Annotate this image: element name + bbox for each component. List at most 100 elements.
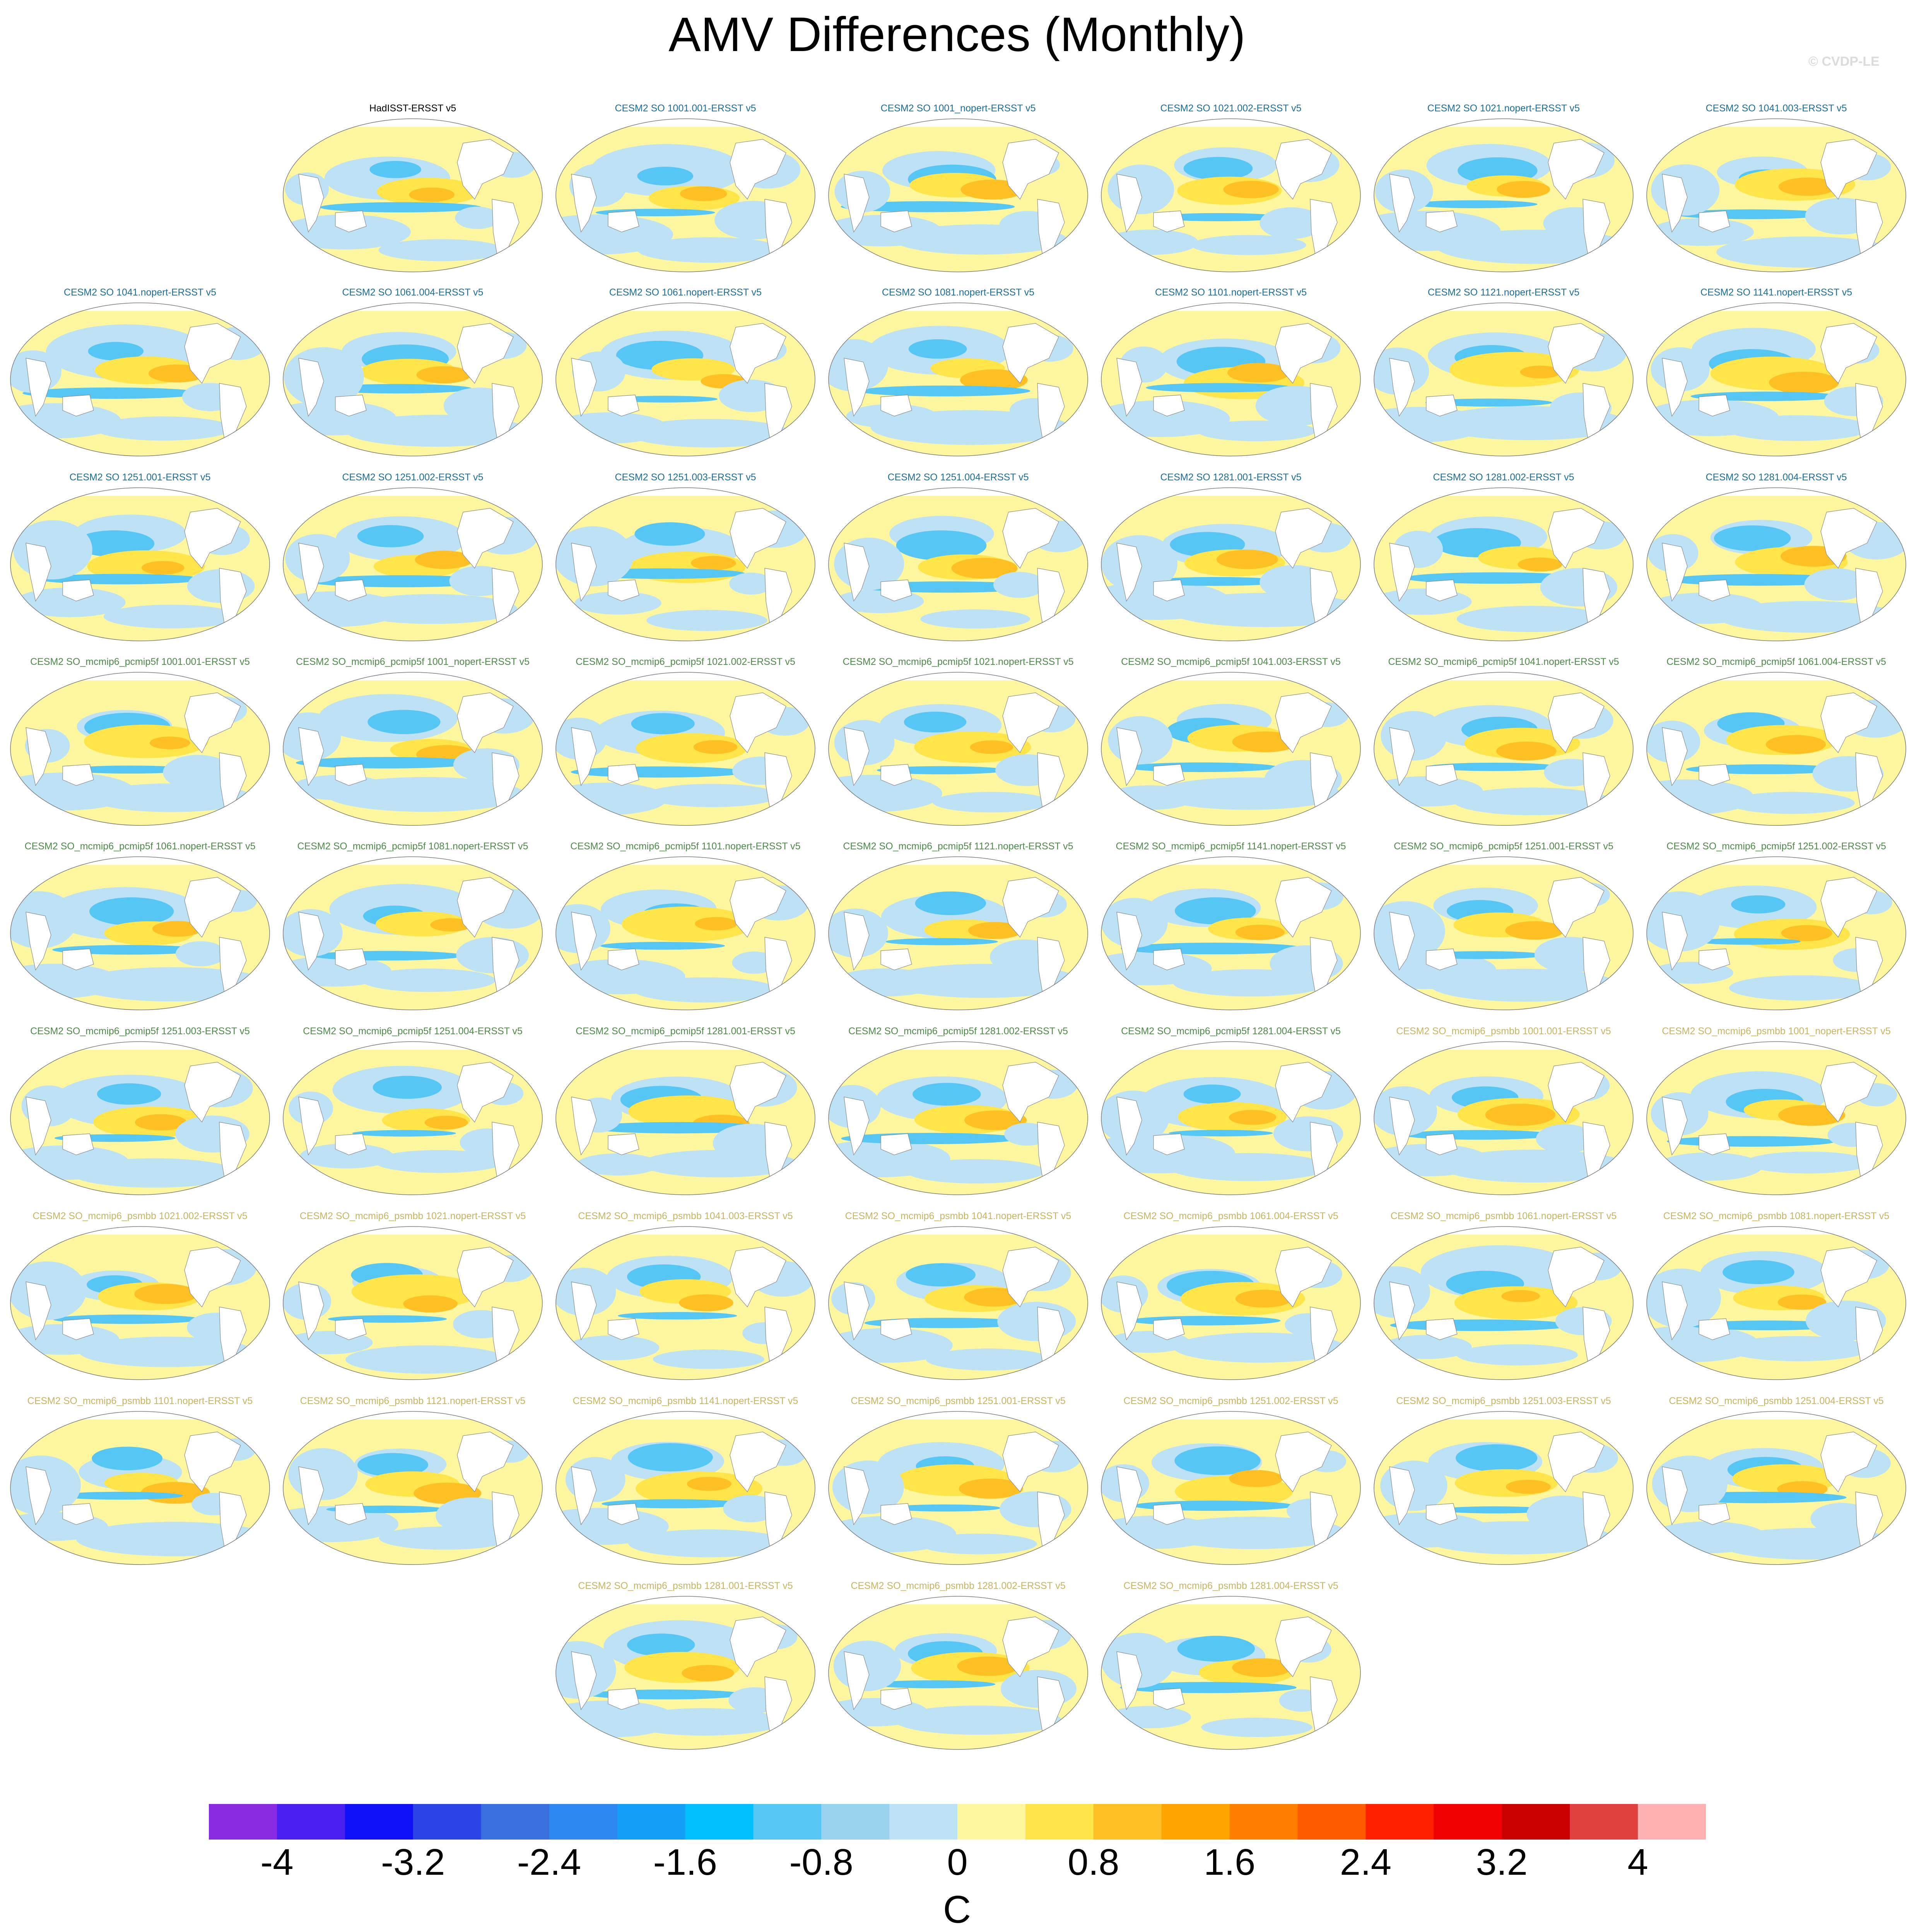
colorbar-swatch xyxy=(685,1804,754,1840)
panel-title: CESM2 SO_mcmip6_psmbb 1041.003-ERSST v5 xyxy=(578,1211,793,1221)
anomaly-map xyxy=(283,302,543,456)
map-panel: CESM2 SO_mcmip6_psmbb 1061.nopert-ERSST … xyxy=(1368,1211,1639,1392)
colorbar-swatch xyxy=(617,1804,685,1840)
panel-title: CESM2 SO_mcmip6_psmbb 1041.nopert-ERSST … xyxy=(845,1211,1071,1221)
colorbar-swatch xyxy=(549,1804,617,1840)
map-panel: CESM2 SO_mcmip6_pcmip5f 1021.002-ERSST v… xyxy=(550,656,821,838)
panel-title: CESM2 SO_mcmip6_psmbb 1251.003-ERSST v5 xyxy=(1396,1396,1611,1406)
panel-title: CESM2 SO 1081.nopert-ERSST v5 xyxy=(882,287,1035,298)
panel-title: CESM2 SO 1041.003-ERSST v5 xyxy=(1706,103,1847,114)
colorbar xyxy=(209,1804,1706,1840)
anomaly-map xyxy=(1646,856,1906,1010)
map-panel: CESM2 SO_mcmip6_pcmip5f 1081.nopert-ERSS… xyxy=(277,841,548,1023)
map-panel: CESM2 SO 1121.nopert-ERSST v5 xyxy=(1368,287,1639,469)
map-panel: CESM2 SO 1001_nopert-ERSST v5 xyxy=(823,103,1094,285)
anomaly-map xyxy=(10,1041,270,1195)
map-panel: CESM2 SO_mcmip6_pcmip5f 1101.nopert-ERSS… xyxy=(550,841,821,1023)
panel-title: CESM2 SO_mcmip6_psmbb 1251.001-ERSST v5 xyxy=(851,1396,1066,1406)
map-panel: CESM2 SO_mcmip6_pcmip5f 1041.nopert-ERSS… xyxy=(1368,656,1639,838)
map-panel: CESM2 SO_mcmip6_pcmip5f 1281.001-ERSST v… xyxy=(550,1026,821,1208)
panel-title: CESM2 SO_mcmip6_psmbb 1281.004-ERSST v5 xyxy=(1123,1580,1338,1591)
panel-title: CESM2 SO_mcmip6_pcmip5f 1281.004-ERSST v… xyxy=(1121,1026,1341,1037)
anomaly-map xyxy=(555,1596,815,1750)
panel-title: CESM2 SO_mcmip6_psmbb 1001.001-ERSST v5 xyxy=(1396,1026,1611,1037)
panel-title: CESM2 SO_mcmip6_psmbb 1281.002-ERSST v5 xyxy=(851,1580,1066,1591)
map-panel: CESM2 SO 1061.004-ERSST v5 xyxy=(277,287,548,469)
colorbar-swatch xyxy=(1365,1804,1434,1840)
panel-title: CESM2 SO 1281.004-ERSST v5 xyxy=(1706,472,1847,483)
colorbar-tick-label: -2.4 xyxy=(517,1841,581,1883)
anomaly-map xyxy=(1646,118,1906,272)
panel-title: CESM2 SO_mcmip6_pcmip5f 1251.004-ERSST v… xyxy=(303,1026,523,1037)
panel-title: CESM2 SO_mcmip6_pcmip5f 1041.nopert-ERSS… xyxy=(1388,656,1619,667)
map-panel: CESM2 SO 1101.nopert-ERSST v5 xyxy=(1095,287,1366,469)
colorbar-tick-label: 0.8 xyxy=(1068,1841,1119,1883)
panel-title: HadISST-ERSST v5 xyxy=(369,103,456,114)
panel-title: CESM2 SO_mcmip6_pcmip5f 1121.nopert-ERSS… xyxy=(843,841,1073,852)
colorbar-tick-label: -1.6 xyxy=(653,1841,718,1883)
panel-title: CESM2 SO_mcmip6_pcmip5f 1141.nopert-ERSS… xyxy=(1116,841,1346,852)
map-panel: CESM2 SO_mcmip6_psmbb 1251.001-ERSST v5 xyxy=(823,1396,1094,1577)
map-panel: CESM2 SO 1041.nopert-ERSST v5 xyxy=(5,287,275,469)
map-panel: CESM2 SO_mcmip6_psmbb 1251.003-ERSST v5 xyxy=(1368,1396,1639,1577)
map-panel: CESM2 SO 1281.001-ERSST v5 xyxy=(1095,472,1366,654)
map-panel: CESM2 SO_mcmip6_psmbb 1101.nopert-ERSST … xyxy=(5,1396,275,1577)
map-panel: CESM2 SO 1281.002-ERSST v5 xyxy=(1368,472,1639,654)
anomaly-map xyxy=(1101,118,1361,272)
colorbar-swatch xyxy=(1229,1804,1298,1840)
colorbar-tick-label: 4 xyxy=(1627,1841,1648,1883)
anomaly-map xyxy=(1101,856,1361,1010)
panel-title: CESM2 SO_mcmip6_pcmip5f 1021.nopert-ERSS… xyxy=(843,656,1074,667)
anomaly-map xyxy=(283,118,543,272)
anomaly-map xyxy=(1646,487,1906,641)
panel-title: CESM2 SO_mcmip6_psmbb 1281.001-ERSST v5 xyxy=(578,1580,793,1591)
map-panel: CESM2 SO_mcmip6_psmbb 1001.001-ERSST v5 xyxy=(1368,1026,1639,1208)
anomaly-map xyxy=(283,487,543,641)
anomaly-map xyxy=(555,302,815,456)
panel-title: CESM2 SO_mcmip6_pcmip5f 1281.001-ERSST v… xyxy=(576,1026,795,1037)
colorbar-swatch xyxy=(1297,1804,1366,1840)
map-panel: CESM2 SO 1141.nopert-ERSST v5 xyxy=(1641,287,1912,469)
panel-title: CESM2 SO_mcmip6_psmbb 1061.nopert-ERSST … xyxy=(1390,1211,1617,1221)
panel-title: CESM2 SO_mcmip6_psmbb 1251.004-ERSST v5 xyxy=(1669,1396,1884,1406)
anomaly-map xyxy=(1101,487,1361,641)
panel-title: CESM2 SO 1061.004-ERSST v5 xyxy=(342,287,484,298)
panel-title: CESM2 SO_mcmip6_pcmip5f 1041.003-ERSST v… xyxy=(1121,656,1341,667)
panel-title: CESM2 SO_mcmip6_pcmip5f 1061.004-ERSST v… xyxy=(1666,656,1886,667)
panel-title: CESM2 SO_mcmip6_psmbb 1101.nopert-ERSST … xyxy=(27,1396,253,1406)
colorbar-swatch xyxy=(889,1804,958,1840)
anomaly-map xyxy=(283,672,543,826)
panel-title: CESM2 SO 1021.002-ERSST v5 xyxy=(1160,103,1302,114)
map-panel: CESM2 SO_mcmip6_pcmip5f 1001.001-ERSST v… xyxy=(5,656,275,838)
panel-title: CESM2 SO 1281.002-ERSST v5 xyxy=(1433,472,1574,483)
panel-title: CESM2 SO 1021.nopert-ERSST v5 xyxy=(1427,103,1580,114)
anomaly-map xyxy=(555,1041,815,1195)
map-panel: CESM2 SO_mcmip6_psmbb 1041.nopert-ERSST … xyxy=(823,1211,1094,1392)
map-panel: CESM2 SO_mcmip6_psmbb 1281.002-ERSST v5 xyxy=(823,1580,1094,1762)
map-panel: CESM2 SO_mcmip6_psmbb 1141.nopert-ERSST … xyxy=(550,1396,821,1577)
map-panel: CESM2 SO_mcmip6_psmbb 1121.nopert-ERSST … xyxy=(277,1396,548,1577)
panel-title: CESM2 SO_mcmip6_psmbb 1061.004-ERSST v5 xyxy=(1123,1211,1338,1221)
anomaly-map xyxy=(1374,487,1634,641)
map-panel: CESM2 SO_mcmip6_pcmip5f 1281.002-ERSST v… xyxy=(823,1026,1094,1208)
panel-title: CESM2 SO 1251.003-ERSST v5 xyxy=(615,472,756,483)
anomaly-map xyxy=(828,1596,1088,1750)
panel-title: CESM2 SO_mcmip6_pcmip5f 1001.001-ERSST v… xyxy=(30,656,250,667)
map-panel: CESM2 SO_mcmip6_pcmip5f 1251.004-ERSST v… xyxy=(277,1026,548,1208)
map-panel: CESM2 SO 1281.004-ERSST v5 xyxy=(1641,472,1912,654)
map-panel: CESM2 SO 1021.nopert-ERSST v5 xyxy=(1368,103,1639,285)
map-panel: HadISST-ERSST v5 xyxy=(277,103,548,285)
panel-title: CESM2 SO 1041.nopert-ERSST v5 xyxy=(63,287,217,298)
map-panel: CESM2 SO_mcmip6_psmbb 1021.nopert-ERSST … xyxy=(277,1211,548,1392)
anomaly-map xyxy=(828,672,1088,826)
map-panel: CESM2 SO_mcmip6_psmbb 1061.004-ERSST v5 xyxy=(1095,1211,1366,1392)
map-panel: CESM2 SO 1251.003-ERSST v5 xyxy=(550,472,821,654)
anomaly-map xyxy=(1374,1226,1634,1380)
panel-title: CESM2 SO 1251.002-ERSST v5 xyxy=(342,472,484,483)
panel-title: CESM2 SO_mcmip6_pcmip5f 1251.002-ERSST v… xyxy=(1666,841,1886,852)
colorbar-swatch xyxy=(413,1804,482,1840)
panel-title: CESM2 SO 1061.nopert-ERSST v5 xyxy=(609,287,762,298)
colorbar-swatch xyxy=(1638,1804,1706,1840)
panel-title: CESM2 SO 1001.001-ERSST v5 xyxy=(615,103,756,114)
anomaly-map xyxy=(555,118,815,272)
